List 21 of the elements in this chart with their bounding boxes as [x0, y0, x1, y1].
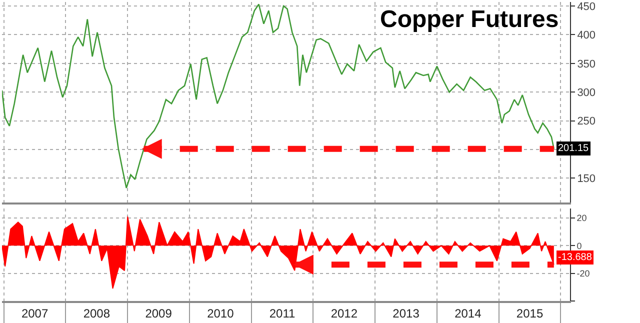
chart-title: Copper Futures — [380, 6, 559, 33]
x-tick-label: 2013 — [392, 306, 420, 320]
y-tick-label: 150 — [577, 173, 596, 186]
y-tick-label: -20 — [576, 268, 590, 278]
x-tick-label: 2012 — [330, 306, 358, 320]
y-tick-label: 300 — [577, 86, 596, 99]
y-tick-label: 450 — [577, 0, 596, 13]
x-tick-label: 2008 — [83, 306, 110, 320]
y-tick-label: 250 — [577, 116, 596, 128]
y-tick-label: 400 — [577, 30, 596, 42]
annotation: -13.688 — [558, 252, 592, 263]
y-tick-label: 0 — [576, 240, 582, 251]
x-tick-label: 2009 — [145, 306, 172, 320]
x-tick-label: 2010 — [207, 306, 234, 320]
x-tick-label: 2011 — [269, 306, 296, 320]
y-tick-label: 20 — [576, 213, 587, 224]
x-tick-label: 2014 — [454, 306, 482, 320]
x-tick-label: 2015 — [516, 306, 544, 320]
x-tick-label: 2007 — [21, 306, 48, 320]
annotation: 201.15 — [558, 143, 590, 154]
y-tick-label: 350 — [577, 58, 596, 70]
